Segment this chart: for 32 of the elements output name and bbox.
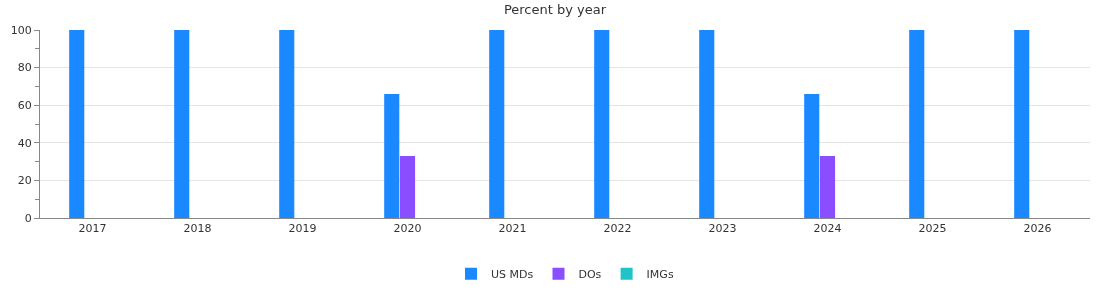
y-tick-label: 60	[17, 99, 32, 113]
x-tick-label: 2023	[708, 222, 737, 236]
y-tick-label: 0	[24, 211, 32, 225]
bar	[69, 30, 85, 218]
x-tick-label: 2024	[813, 222, 842, 236]
x-tick-label: 2022	[603, 222, 632, 236]
bar	[279, 30, 295, 218]
x-tick-label: 2025	[918, 222, 947, 236]
bar	[699, 30, 715, 218]
bar	[804, 93, 820, 218]
bar	[489, 30, 505, 218]
legend-label: DOs	[578, 268, 602, 282]
legend-label: IMGs	[646, 268, 674, 282]
bar	[594, 30, 610, 218]
bar	[399, 155, 416, 218]
bar	[384, 93, 400, 218]
x-tick-label: 2021	[498, 222, 527, 236]
x-tick-label: 2017	[78, 222, 107, 236]
x-tick-label: 2026	[1023, 222, 1052, 236]
bar	[819, 155, 836, 218]
bar	[174, 30, 190, 218]
legend-label: US MDs	[491, 268, 534, 282]
x-tick-label: 2018	[183, 222, 212, 236]
y-tick-label: 20	[17, 174, 32, 188]
y-tick-label: 40	[17, 136, 32, 150]
bar	[1014, 30, 1030, 218]
bar	[909, 30, 925, 218]
y-tick-label: 80	[17, 61, 32, 75]
y-tick-label: 100	[10, 23, 32, 37]
x-tick-label: 2020	[393, 222, 422, 236]
chart-title: Percent by year	[503, 1, 607, 17]
x-tick-label: 2019	[288, 222, 317, 236]
